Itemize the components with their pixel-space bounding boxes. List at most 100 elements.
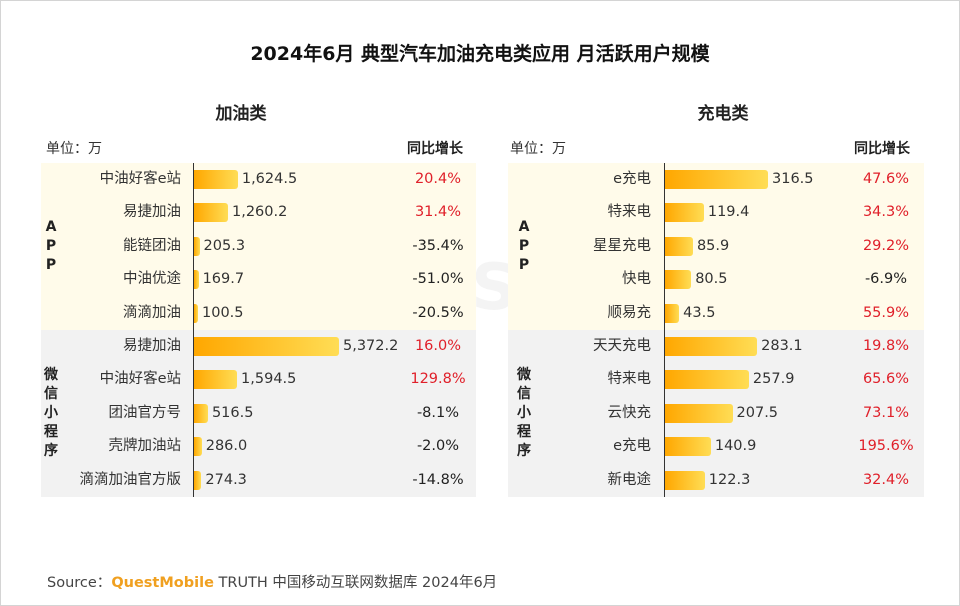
value-label: 169.7 — [202, 271, 245, 288]
yoy-value: -35.4% — [412, 237, 464, 254]
bar-row: 能链团油 205.3 -35.4% — [41, 230, 476, 263]
yoy-value: 16.0% — [414, 338, 462, 354]
value-label: 1,594.5 — [241, 371, 297, 388]
bar-row: e充电 140.9 195.6% — [508, 430, 924, 463]
bar — [665, 236, 693, 256]
bar-row: 中油好客e站 1,594.5 129.8% — [41, 363, 476, 396]
bar-row: 易捷加油 1,260.2 31.4% — [41, 196, 476, 229]
category-label: 特来电 — [607, 371, 652, 388]
yoy-value: 195.6% — [858, 438, 914, 455]
bar-row: 滴滴加油官方版 274.3 -14.8% — [41, 464, 476, 497]
app-band — [508, 163, 924, 330]
bar — [665, 470, 705, 490]
bar — [665, 370, 749, 390]
yoy-value: 31.4% — [414, 204, 462, 221]
group-label-mini-program: 微 信 小 程 序 — [44, 367, 58, 459]
fuel-panel: 加油类 单位：万 同比增长 A P P 微 信 小 程 序 中油好客e站 1,62… — [41, 1, 476, 605]
bar-row: e充电 316.5 47.6% — [508, 163, 924, 196]
yoy-value: -20.5% — [412, 304, 464, 321]
bar — [665, 437, 711, 457]
yoy-value: -51.0% — [412, 271, 464, 288]
value-label: 119.4 — [707, 204, 750, 221]
bar-row: 滴滴加油 100.5 -20.5% — [41, 297, 476, 330]
group-label-app: A P P — [45, 219, 57, 273]
unit-label: 单位：万 — [46, 141, 102, 157]
value-label: 100.5 — [202, 304, 244, 321]
category-label: 壳牌加油站 — [108, 438, 182, 455]
group-label-app: A P P — [518, 219, 530, 273]
yoy-value: 19.8% — [862, 338, 910, 354]
value-label: 257.9 — [752, 371, 795, 388]
yoy-header: 同比增长 — [407, 141, 463, 157]
category-label: e充电 — [613, 171, 651, 187]
category-label: 易捷加油 — [123, 204, 181, 221]
app-band — [41, 163, 476, 330]
bar — [194, 370, 238, 390]
group-label-mini-program: 微 信 小 程 序 — [517, 367, 531, 459]
bar-row: 团油官方号 516.5 -8.1% — [41, 397, 476, 430]
value-label: 140.9 — [714, 438, 757, 455]
yoy-value: 32.4% — [862, 471, 910, 488]
source-prefix: Source： — [47, 575, 112, 591]
value-label: 1,260.2 — [232, 204, 288, 221]
value-label: 316.5 — [772, 171, 814, 187]
bar — [194, 403, 208, 423]
charging-panel: 充电类 单位：万 同比增长 A P P 微 信 小 程 序 e充电 316.5 47… — [508, 1, 924, 605]
yoy-value: 129.8% — [410, 371, 466, 388]
category-axis — [664, 163, 665, 497]
bar — [665, 403, 733, 423]
value-label: 286.0 — [205, 438, 248, 455]
yoy-value: 47.6% — [862, 171, 910, 187]
source-suffix: TRUTH 中国移动互联网数据库 2024年6月 — [218, 575, 498, 591]
yoy-value: 34.3% — [862, 204, 910, 221]
bar — [665, 270, 692, 290]
bar — [665, 337, 758, 356]
value-label: 283.1 — [761, 338, 803, 354]
category-label: 快电 — [622, 271, 651, 288]
bar — [194, 270, 199, 290]
source-brand: QuestMobile — [111, 575, 214, 591]
yoy-header: 同比增长 — [854, 141, 910, 157]
fuel-panel-title: 加油类 — [215, 104, 267, 124]
source-note: Source：QuestMobile TRUTH 中国移动互联网数据库 2024… — [47, 571, 497, 592]
category-label: 团油官方号 — [108, 404, 182, 421]
category-label: 中油好客e站 — [99, 371, 181, 388]
category-label: 中油好客e站 — [99, 171, 181, 187]
category-label: e充电 — [613, 438, 651, 455]
unit-label: 单位：万 — [510, 141, 566, 157]
value-label: 80.5 — [695, 271, 728, 288]
yoy-value: -2.0% — [416, 438, 460, 455]
value-label: 1,624.5 — [241, 171, 298, 187]
bar-row: 天天充电 283.1 19.8% — [508, 330, 924, 363]
bar-row: 中油优途 169.7 -51.0% — [41, 263, 476, 296]
bar — [194, 170, 238, 189]
bar — [194, 303, 198, 323]
category-label: 云快充 — [607, 404, 652, 421]
value-label: 207.5 — [736, 404, 779, 421]
bar-row: 特来电 119.4 34.3% — [508, 196, 924, 229]
yoy-value: 65.6% — [862, 371, 910, 388]
bar-row: 中油好客e站 1,624.5 20.4% — [41, 163, 476, 196]
bar — [665, 303, 680, 323]
category-axis — [193, 163, 194, 497]
category-label: 易捷加油 — [123, 338, 181, 354]
yoy-value: 20.4% — [414, 171, 462, 187]
bar-row: 新电途 122.3 32.4% — [508, 464, 924, 497]
category-label: 能链团油 — [123, 237, 181, 254]
bar-row: 星星充电 85.9 29.2% — [508, 230, 924, 263]
yoy-value: 73.1% — [862, 404, 910, 421]
yoy-value: -8.1% — [416, 404, 460, 421]
mini-program-band — [41, 330, 476, 497]
bar-row: 快电 80.5 -6.9% — [508, 263, 924, 296]
category-label: 天天充电 — [593, 338, 651, 354]
yoy-value: -6.9% — [864, 271, 908, 288]
value-label: 122.3 — [708, 471, 751, 488]
yoy-value: -14.8% — [412, 471, 464, 488]
value-label: 5,372.2 — [343, 338, 399, 354]
bar-row: 壳牌加油站 286.0 -2.0% — [41, 430, 476, 463]
charging-panel-title: 充电类 — [697, 104, 749, 124]
bar-row: 特来电 257.9 65.6% — [508, 363, 924, 396]
bar — [194, 203, 228, 223]
category-label: 滴滴加油官方版 — [79, 471, 182, 488]
